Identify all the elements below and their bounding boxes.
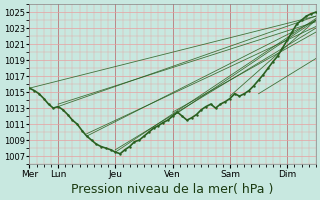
X-axis label: Pression niveau de la mer( hPa ): Pression niveau de la mer( hPa ) [71,183,274,196]
